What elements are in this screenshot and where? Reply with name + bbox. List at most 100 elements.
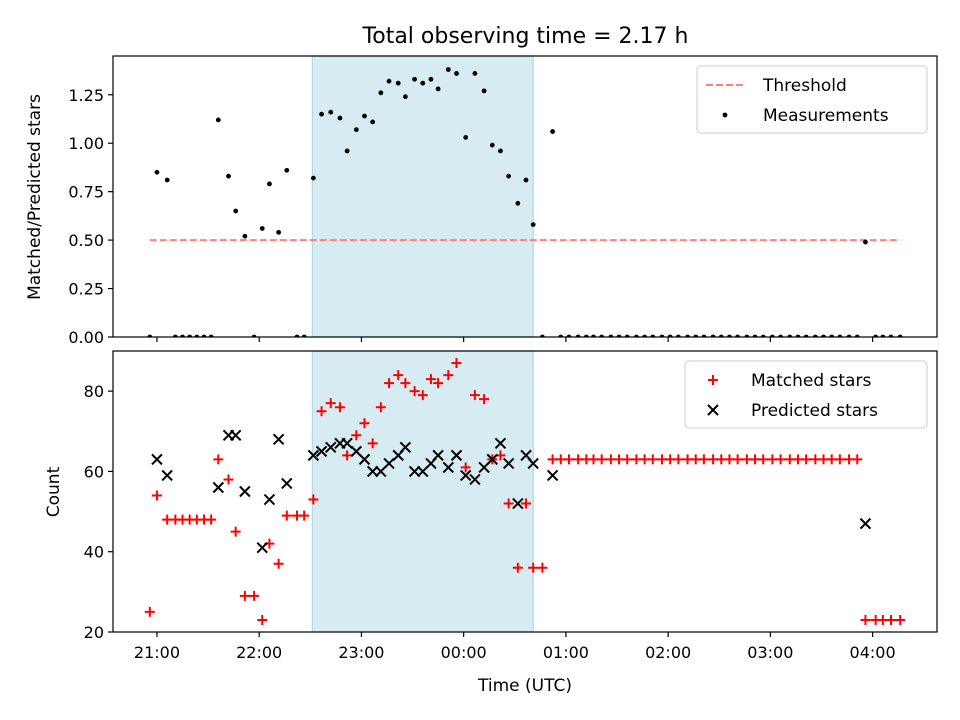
predicted-star-point bbox=[256, 541, 268, 554]
axes-frame bbox=[112, 55, 938, 338]
matched-star-point bbox=[425, 374, 436, 385]
matched-star-point bbox=[316, 406, 327, 417]
observing-span bbox=[311, 55, 534, 338]
matched-star-point bbox=[257, 614, 268, 625]
legend-label: Threshold bbox=[762, 76, 847, 96]
predicted-star-point bbox=[239, 485, 251, 498]
matched-star-point bbox=[673, 454, 684, 465]
measurement-point bbox=[310, 175, 316, 181]
measurement-point bbox=[445, 67, 451, 72]
predicted-star-point bbox=[212, 481, 225, 494]
measurement-point bbox=[395, 80, 401, 86]
x-tick-label: 22:00 bbox=[236, 643, 282, 662]
matched-star-point bbox=[273, 558, 284, 569]
matched-star-point bbox=[521, 498, 532, 509]
matched-star-point bbox=[503, 498, 514, 509]
predicted-star-point bbox=[161, 469, 173, 482]
measurement-point bbox=[259, 226, 265, 231]
matched-star-point bbox=[308, 494, 319, 505]
matched-star-point bbox=[801, 454, 812, 465]
figure-title: Total observing time = 2.17 h bbox=[362, 24, 689, 49]
measurement-point bbox=[344, 148, 350, 154]
matched-star-point bbox=[895, 614, 906, 625]
matched-star-point bbox=[469, 390, 480, 401]
measurement-point bbox=[506, 173, 512, 179]
matched-star-point bbox=[239, 590, 250, 601]
predicted-star-point bbox=[546, 469, 559, 482]
matched-star-point bbox=[223, 474, 234, 485]
measurement-point bbox=[489, 142, 495, 148]
measurement-point bbox=[412, 76, 417, 82]
axes-frame bbox=[112, 350, 938, 633]
x-tick-label: 01:00 bbox=[543, 643, 589, 662]
predicted-star-point bbox=[358, 453, 371, 466]
matched-star-point bbox=[230, 526, 241, 537]
matched-star-point bbox=[409, 386, 420, 397]
matched-star-point bbox=[351, 430, 362, 441]
matched-star-point bbox=[698, 454, 709, 465]
measurement-point bbox=[362, 113, 367, 119]
y-tick-label: 0.75 bbox=[68, 183, 104, 202]
matched-star-point bbox=[433, 378, 444, 389]
measurement-point bbox=[233, 208, 239, 214]
matched-star-point bbox=[479, 394, 490, 405]
measurement-point bbox=[276, 229, 282, 235]
matched-star-point bbox=[206, 514, 217, 525]
matched-star-point bbox=[460, 462, 471, 473]
predicted-star-point bbox=[307, 449, 320, 462]
matched-star-point bbox=[537, 562, 548, 573]
measurement-point bbox=[267, 181, 272, 187]
matched-star-point bbox=[342, 450, 353, 461]
legend-matched-swatch bbox=[708, 375, 718, 385]
measurement-point bbox=[435, 86, 441, 92]
y-tick-label: 0.00 bbox=[68, 328, 104, 347]
matched-star-point bbox=[528, 562, 539, 573]
plot-area bbox=[144, 358, 906, 625]
measurement-point bbox=[386, 78, 392, 84]
y-tick-label: 0.50 bbox=[68, 231, 104, 250]
predicted-star-point bbox=[151, 453, 163, 466]
measurement-point bbox=[402, 94, 408, 100]
matched-star-point bbox=[451, 358, 462, 369]
predicted-star-point bbox=[383, 457, 395, 470]
measurement-point bbox=[328, 109, 334, 115]
matched-star-point bbox=[281, 510, 292, 521]
matched-star-point bbox=[400, 378, 411, 389]
measurement-point bbox=[428, 76, 434, 82]
y-tick-label: 1.25 bbox=[68, 86, 104, 105]
predicted-star-point bbox=[469, 473, 481, 486]
legend-label: Measurements bbox=[763, 106, 889, 126]
matched-star-point bbox=[144, 606, 155, 617]
matched-star-point bbox=[213, 454, 224, 465]
matched-star-point bbox=[249, 590, 260, 601]
matched-star-point bbox=[375, 402, 386, 413]
top-ylabel: Matched/Predicted stars bbox=[25, 94, 45, 300]
measurement-point bbox=[472, 71, 478, 76]
predicted-star-point bbox=[408, 465, 421, 478]
predicted-star-point bbox=[399, 441, 412, 454]
matched-star-point bbox=[443, 370, 454, 381]
matched-star-point bbox=[852, 454, 863, 465]
y-tick-label: 1.00 bbox=[68, 134, 104, 153]
measurement-point bbox=[523, 177, 529, 183]
legend-predicted-swatch bbox=[707, 404, 719, 416]
matched-star-point bbox=[834, 454, 845, 465]
y-tick-label: 60 bbox=[84, 462, 104, 481]
matched-star-point bbox=[647, 454, 658, 465]
predicted-star-point bbox=[450, 449, 463, 462]
ratio-panel: 0.00 0.25 0.50 0.75 1.00 1.25 Threshold Measure… bbox=[68, 55, 938, 347]
measurement-point bbox=[420, 80, 426, 86]
legend-box bbox=[684, 360, 928, 429]
matched-star-point bbox=[758, 454, 769, 465]
measurement-point bbox=[337, 115, 343, 121]
measurement-point bbox=[242, 233, 248, 239]
matched-star-point bbox=[359, 418, 370, 429]
predicted-star-point bbox=[229, 429, 242, 442]
matched-star-point bbox=[299, 510, 310, 521]
measurement-point bbox=[498, 148, 503, 154]
matched-star-point bbox=[775, 454, 786, 465]
predicted-star-point bbox=[263, 493, 276, 506]
predicted-star-point bbox=[494, 437, 507, 450]
x-tick-label: 21:00 bbox=[134, 643, 180, 662]
